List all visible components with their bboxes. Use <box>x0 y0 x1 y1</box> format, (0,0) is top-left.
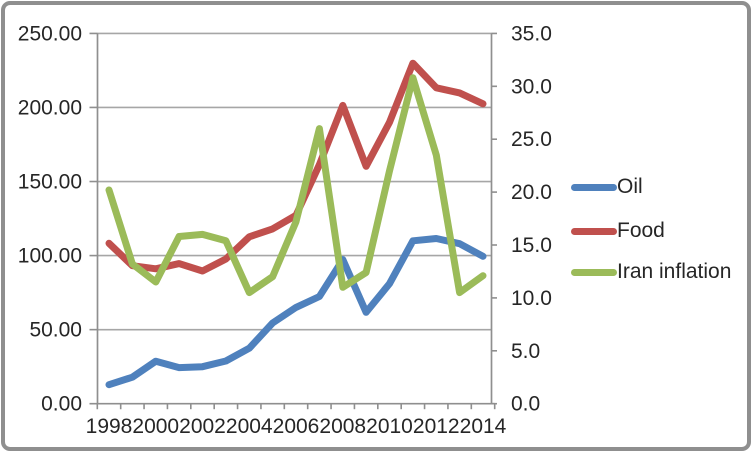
legend-item-iran-inflation: Iran inflation <box>571 261 731 283</box>
left-axis-tick-label: 150.00 <box>18 171 82 194</box>
series-line-oil <box>105 235 487 389</box>
legend-item-food: Food <box>571 220 665 242</box>
right-axis-tick-label: 15.0 <box>511 234 552 257</box>
left-axis-tick-label: 100.00 <box>18 245 82 268</box>
right-axis-tick-label: 5.0 <box>511 340 540 363</box>
left-axis-tick-label: 0.00 <box>41 393 82 416</box>
x-axis-tick-label: 2008 <box>319 415 366 438</box>
left-axis-tick-label: 50.00 <box>29 319 82 342</box>
x-axis-tick-label: 2002 <box>179 415 226 438</box>
series-line-iran-inflation <box>105 74 487 297</box>
right-axis-tick-label: 20.0 <box>511 181 552 204</box>
right-axis-tick-label: 25.0 <box>511 128 552 151</box>
x-axis-tick-label: 2006 <box>273 415 320 438</box>
x-axis-tick-label: 2012 <box>413 415 460 438</box>
left-axis-tick-label: 200.00 <box>18 96 82 119</box>
oil-series-swatch-icon <box>571 183 617 191</box>
right-axis-tick-label: 30.0 <box>511 75 552 98</box>
food-series-swatch-icon <box>571 227 617 235</box>
line-chart-plot-area: 0.00 50.00 100.00 150.00 200.00 250.00 0.0 5.0 1… <box>18 22 552 438</box>
right-axis-tick-label: 35.0 <box>511 22 552 45</box>
x-axis-tick-label: 2010 <box>366 415 413 438</box>
right-axis-tick-label: 0.0 <box>511 393 540 416</box>
x-axis-tick-label: 2000 <box>132 415 179 438</box>
x-axis-tick-label: 2004 <box>226 415 273 438</box>
legend-label-food: Food <box>617 219 665 242</box>
legend-label-iran-inflation: Iran inflation <box>617 260 732 283</box>
left-axis-tick-label: 250.00 <box>18 22 82 45</box>
iran-inflation-series-swatch-icon <box>571 268 617 276</box>
legend-label-oil: Oil <box>617 175 643 198</box>
legend-item-oil: Oil <box>571 176 643 198</box>
right-axis-tick-label: 10.0 <box>511 287 552 310</box>
x-axis-tick-label: 2014 <box>460 415 507 438</box>
x-axis-tick-label: 1998 <box>86 415 133 438</box>
